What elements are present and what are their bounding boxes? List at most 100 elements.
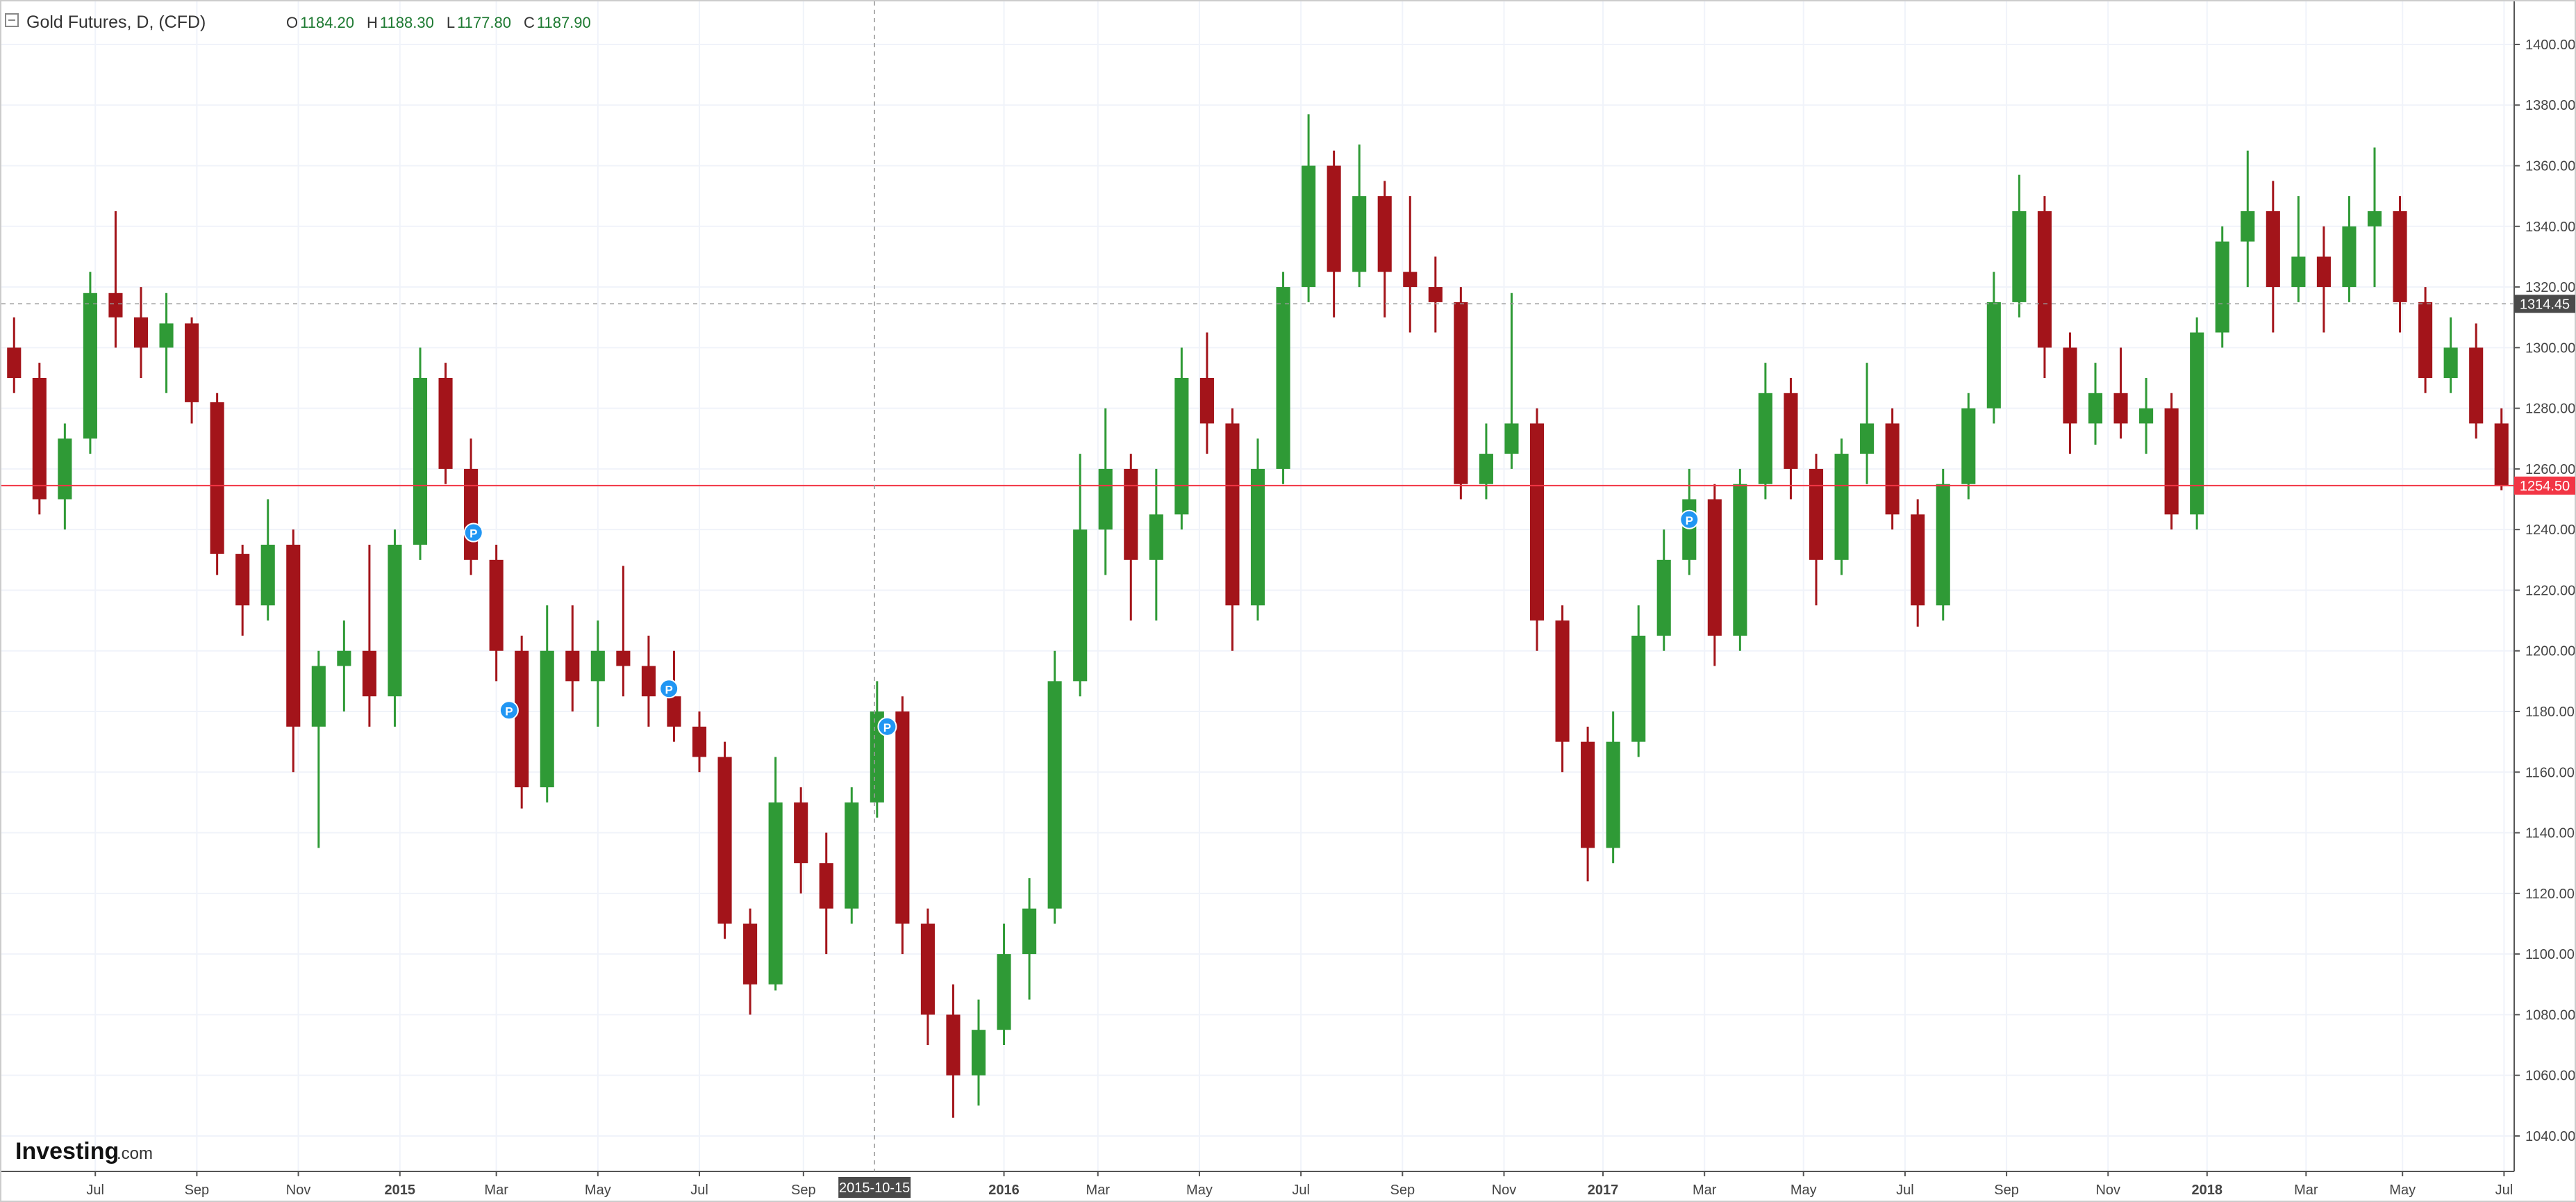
y-tick-label: 1320.00 bbox=[2525, 280, 2575, 295]
candle-body bbox=[1098, 468, 1113, 530]
y-tick-label: 1180.00 bbox=[2525, 705, 2575, 720]
candle-body bbox=[717, 757, 732, 924]
candle-body bbox=[540, 650, 554, 788]
candle-body bbox=[1529, 423, 1545, 621]
candle-body bbox=[2190, 332, 2204, 515]
collapse-icon[interactable] bbox=[5, 13, 19, 27]
x-tick-label: Jul bbox=[2495, 1183, 2513, 1198]
x-tick-label: 2018 bbox=[2192, 1183, 2223, 1198]
y-tick-label: 1140.00 bbox=[2525, 826, 2575, 841]
y-tick-label: 1100.00 bbox=[2525, 947, 2575, 962]
candle-body bbox=[2393, 211, 2407, 302]
candle-body bbox=[2037, 211, 2052, 348]
event-marker-label: P bbox=[883, 721, 891, 734]
last-price-label: 1254.50 bbox=[2520, 479, 2570, 494]
candle-body bbox=[2012, 211, 2027, 302]
y-tick-label: 1300.00 bbox=[2525, 340, 2575, 356]
y-tick-label: 1360.00 bbox=[2525, 159, 2575, 174]
candle-body bbox=[1961, 408, 1976, 484]
candle-body bbox=[2139, 408, 2154, 424]
candle-body bbox=[1225, 423, 1240, 606]
candle-body bbox=[2113, 393, 2128, 424]
candle-body bbox=[1149, 514, 1163, 560]
candle-body bbox=[337, 650, 351, 666]
candle-body bbox=[667, 696, 681, 727]
candle-body bbox=[2342, 226, 2357, 288]
x-tick-label: Mar bbox=[484, 1183, 508, 1198]
candle-body bbox=[1860, 423, 1875, 454]
candle-body bbox=[1758, 393, 1772, 484]
crosshair-y-box bbox=[2514, 295, 2575, 313]
crosshair-y-label: 1314.45 bbox=[2520, 297, 2570, 312]
last-price-box bbox=[2514, 476, 2575, 495]
candle-body bbox=[1276, 287, 1290, 469]
candle-body bbox=[515, 650, 529, 788]
x-tick-label: Mar bbox=[1693, 1183, 1717, 1198]
event-marker-label: P bbox=[665, 683, 672, 696]
x-tick-label: 2016 bbox=[988, 1183, 1020, 1198]
event-marker bbox=[659, 679, 679, 699]
candle-body bbox=[2266, 211, 2280, 288]
event-marker-label: P bbox=[1686, 514, 1693, 527]
y-tick-label: 1280.00 bbox=[2525, 402, 2575, 417]
candle-body bbox=[1885, 423, 1900, 515]
x-tick-label: May bbox=[1790, 1183, 1817, 1198]
ohlc-value: 1188.30 bbox=[380, 14, 434, 31]
candle-body bbox=[108, 293, 123, 318]
candle-body bbox=[997, 954, 1011, 1030]
candle-body bbox=[1986, 302, 2001, 409]
candle-body bbox=[946, 1014, 961, 1076]
logo-name: Investing bbox=[15, 1138, 119, 1164]
ohlc-value: 1184.20 bbox=[300, 14, 354, 31]
candle-body bbox=[1428, 287, 1443, 302]
candle-body bbox=[1377, 196, 1392, 272]
logo: Investing .com bbox=[15, 1138, 153, 1164]
candle-body bbox=[2469, 347, 2484, 424]
x-tick-label: Jul bbox=[690, 1183, 708, 1198]
chart-title: Gold Futures, D, (CFD) bbox=[26, 13, 206, 32]
candle-body bbox=[1124, 468, 1138, 560]
candle-body bbox=[1834, 454, 1849, 560]
crosshair-x-box bbox=[838, 1177, 911, 1198]
y-tick-label: 1380.00 bbox=[2525, 98, 2575, 113]
x-tick-label: Jul bbox=[86, 1183, 104, 1198]
logo-suffix: .com bbox=[117, 1144, 153, 1163]
candle-body bbox=[845, 802, 859, 909]
candle-body bbox=[895, 711, 910, 924]
candle-body bbox=[159, 323, 174, 348]
header: Gold Futures, D, (CFD) O 1184.20 H 1188.30 L… bbox=[5, 13, 591, 32]
candle-body bbox=[616, 650, 631, 666]
x-tick-label: 2015 bbox=[385, 1183, 416, 1198]
candle-body bbox=[565, 650, 580, 682]
candle-body bbox=[58, 438, 72, 500]
candle-body bbox=[1504, 423, 1519, 454]
candle-body bbox=[362, 650, 376, 697]
candle-body bbox=[743, 923, 758, 985]
candle-body bbox=[1682, 499, 1697, 560]
candle-body bbox=[1581, 741, 1595, 848]
ohlc-label: L bbox=[447, 14, 455, 31]
candle-body bbox=[2367, 211, 2382, 227]
candle-body bbox=[7, 347, 22, 378]
x-tick-label: Sep bbox=[185, 1183, 210, 1198]
candle-body bbox=[2418, 302, 2433, 378]
candle-body bbox=[1656, 559, 1671, 636]
ohlc-label: C bbox=[524, 14, 535, 31]
candle-body bbox=[311, 666, 326, 727]
candle-body bbox=[235, 554, 250, 606]
candle-body bbox=[920, 923, 935, 1015]
crosshair-x-label: 2015-10-15 bbox=[839, 1180, 910, 1196]
candle-body bbox=[2291, 256, 2306, 288]
candle-body bbox=[438, 377, 453, 469]
candle-body bbox=[388, 544, 402, 697]
candle-body bbox=[464, 468, 479, 560]
candle-body bbox=[971, 1030, 986, 1076]
event-marker bbox=[1679, 509, 1700, 529]
event-marker bbox=[499, 700, 519, 721]
y-tick-label: 1400.00 bbox=[2525, 38, 2575, 53]
candle-body bbox=[260, 544, 275, 606]
x-tick-label: Nov bbox=[1492, 1183, 1517, 1198]
candle-body bbox=[1250, 468, 1265, 606]
candle-body bbox=[2063, 347, 2077, 424]
